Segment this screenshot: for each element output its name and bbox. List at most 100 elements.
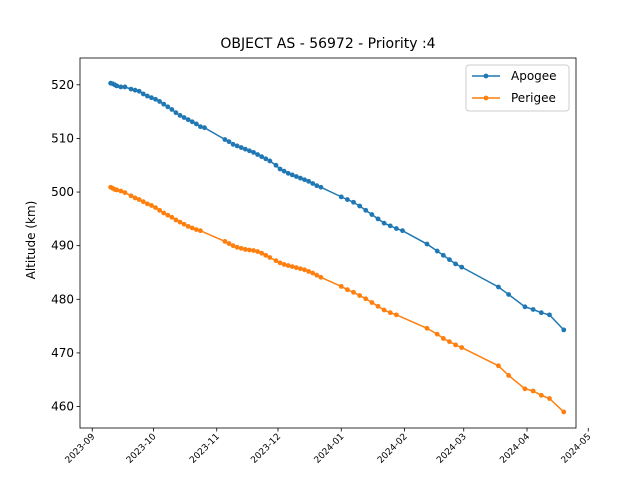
legend-marker-apogee [483, 73, 489, 79]
data-point-apogee [306, 178, 312, 184]
data-point-apogee [302, 177, 307, 183]
data-point-apogee [259, 154, 265, 160]
data-point-apogee [310, 181, 316, 186]
legend: Apogee Perigee [465, 64, 570, 112]
data-point-apogee [453, 261, 458, 267]
data-point-apogee [318, 184, 324, 190]
data-point-perigee [453, 342, 458, 348]
data-point-perigee [306, 269, 312, 274]
data-point-perigee [310, 270, 316, 276]
data-point-apogee [387, 223, 393, 229]
x-tick-label: 2024-01 [313, 432, 347, 466]
axes-layer: 460 470 480 490 500 510 520 2023-09 2023-10 2023-… [51, 57, 593, 466]
data-point-apogee [144, 93, 150, 99]
y-tick-label: 480 [51, 292, 74, 306]
data-point-apogee [351, 199, 356, 205]
data-point-perigee [114, 187, 120, 193]
y-tick-label: 470 [51, 346, 74, 360]
data-point-apogee [128, 86, 134, 92]
data-point-apogee [277, 166, 283, 172]
data-point-apogee [281, 168, 287, 174]
data-point-perigee [242, 247, 248, 252]
data-point-apogee [157, 99, 163, 104]
data-point-perigee [277, 260, 283, 266]
legend-marker-perigee [483, 95, 489, 101]
data-point-perigee [149, 203, 154, 208]
series-line-apogee [110, 82, 565, 331]
data-point-apogee [177, 112, 183, 118]
data-point-apogee [114, 83, 120, 89]
data-point-apogee [132, 87, 138, 93]
data-point-perigee [132, 195, 138, 201]
data-point-apogee [522, 304, 528, 310]
data-point-apogee [561, 327, 567, 333]
data-point-perigee [369, 300, 375, 305]
data-point-apogee [357, 203, 363, 209]
data-point-perigee [234, 244, 240, 250]
data-point-apogee [447, 257, 452, 263]
data-point-apogee [169, 107, 175, 112]
data-point-apogee [375, 216, 381, 222]
data-point-apogee [247, 148, 252, 154]
data-point-apogee [547, 312, 552, 318]
data-point-apogee [230, 141, 236, 147]
data-point-apogee [314, 183, 320, 189]
data-point-apogee [267, 158, 273, 164]
data-point-apogee [242, 146, 248, 152]
data-point-perigee [496, 363, 501, 369]
data-point-perigee [259, 250, 265, 256]
series-layer [108, 80, 567, 415]
data-point-perigee [285, 263, 291, 268]
data-point-perigee [157, 207, 163, 213]
x-tick-label: 2023-10 [125, 432, 159, 466]
x-tick-label: 2024-02 [376, 432, 410, 466]
chart-title: OBJECT AS - 56972 - Priority :4 [220, 36, 435, 52]
data-point-apogee [459, 264, 465, 270]
data-point-perigee [140, 199, 146, 205]
data-point-perigee [298, 266, 303, 272]
data-point-apogee [185, 117, 191, 123]
data-point-apogee [440, 252, 446, 258]
data-point-perigee [530, 388, 536, 394]
data-point-perigee [302, 267, 307, 273]
data-point-apogee [289, 172, 295, 178]
data-point-apogee [251, 149, 256, 155]
data-point-apogee [234, 143, 240, 149]
data-point-apogee [161, 101, 167, 107]
data-point-apogee [255, 152, 260, 157]
data-point-perigee [177, 219, 183, 225]
legend-label-apogee: Apogee [511, 69, 557, 83]
data-point-perigee [393, 312, 399, 318]
legend-label-perigee: Perigee [511, 91, 556, 105]
data-point-perigee [281, 262, 287, 267]
data-point-apogee [189, 119, 195, 125]
data-point-perigee [165, 212, 171, 218]
y-tick-label: 500 [51, 185, 74, 199]
data-point-apogee [293, 174, 299, 179]
data-point-perigee [251, 248, 256, 253]
x-tick-label: 2023-12 [249, 432, 283, 466]
data-point-perigee [522, 386, 528, 392]
data-point-perigee [185, 223, 191, 229]
data-point-apogee [506, 292, 512, 297]
data-point-perigee [363, 296, 369, 302]
data-point-perigee [181, 221, 187, 227]
x-tick-label: 2023-09 [64, 432, 98, 466]
data-point-perigee [169, 214, 175, 220]
data-point-perigee [128, 193, 134, 199]
y-tick-label: 490 [51, 239, 74, 253]
data-point-apogee [226, 139, 232, 145]
data-point-apogee [153, 96, 158, 102]
data-point-apogee [263, 156, 269, 162]
data-point-perigee [338, 284, 344, 289]
data-point-apogee [434, 248, 440, 254]
data-point-apogee [202, 125, 207, 131]
data-point-apogee [393, 226, 399, 231]
data-point-apogee [363, 207, 369, 213]
data-point-apogee [222, 137, 228, 142]
data-point-perigee [351, 289, 356, 295]
data-point-apogee [530, 307, 536, 312]
data-point-apogee [193, 121, 199, 127]
data-point-perigee [314, 272, 320, 278]
